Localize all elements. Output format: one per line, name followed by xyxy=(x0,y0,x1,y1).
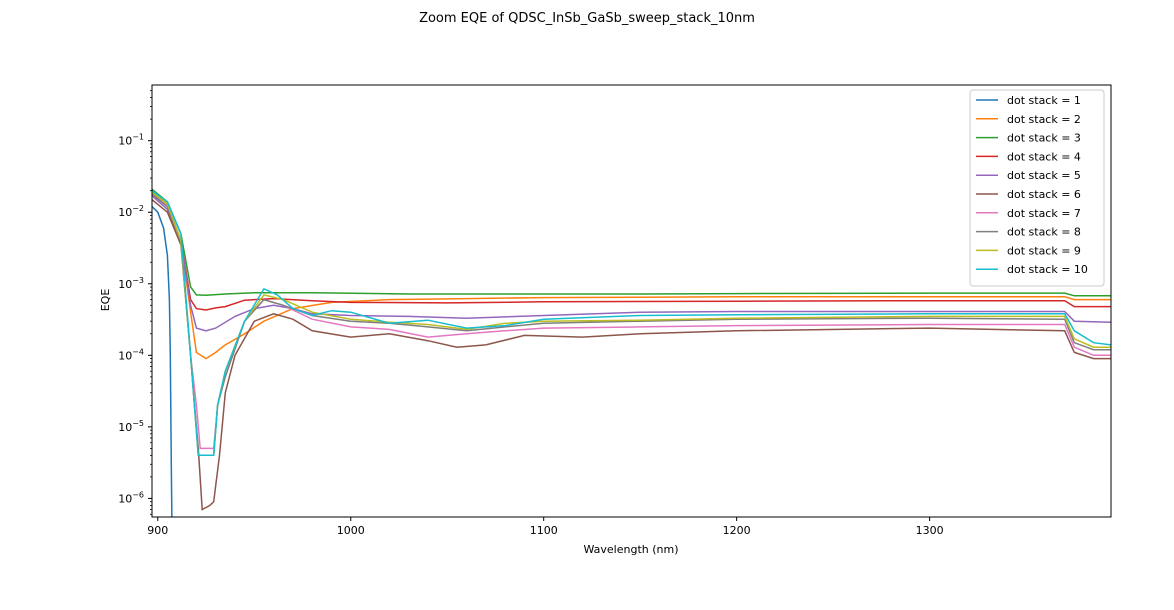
legend-frame xyxy=(969,89,1105,287)
legend-label: dot stack = 6 xyxy=(1007,188,1081,201)
series-line-1 xyxy=(152,206,173,517)
plot-frame xyxy=(151,84,1112,518)
series-line-10 xyxy=(152,190,1111,457)
y-tick-label: 10−6 xyxy=(118,490,144,505)
plot-area xyxy=(151,84,1112,518)
y-tick-label: 10−4 xyxy=(118,347,144,362)
x-tick-label: 1000 xyxy=(337,524,365,537)
legend-label: dot stack = 9 xyxy=(1007,244,1081,257)
chart-title: Zoom EQE of QDSC_InSb_GaSb_sweep_stack_1… xyxy=(419,11,755,26)
y-axis: 10−6 10−5 10−4 10−3 10−2 10−1 xyxy=(118,90,152,515)
x-tick-label: 1200 xyxy=(723,524,751,537)
legend-label: dot stack = 7 xyxy=(1007,207,1081,220)
series-line-7 xyxy=(152,191,1111,450)
y-tick-label: 10−5 xyxy=(118,419,144,434)
series-line-5 xyxy=(152,195,1111,332)
y-axis-label: EQE xyxy=(99,289,112,312)
x-tick-label: 1100 xyxy=(530,524,558,537)
y-tick-label: 10−3 xyxy=(118,276,144,291)
legend-label: dot stack = 10 xyxy=(1007,263,1088,276)
legend-label: dot stack = 8 xyxy=(1007,226,1081,239)
x-axis: 900 1000 1100 1200 1300 xyxy=(147,517,944,537)
y-tick-label: 10−2 xyxy=(118,204,144,219)
legend-label: dot stack = 2 xyxy=(1007,113,1081,126)
series-group xyxy=(152,188,1111,517)
legend: dot stack = 1 dot stack = 2 dot stack = 3 d… xyxy=(969,89,1105,287)
series-line-4 xyxy=(152,193,1111,311)
series-line-6 xyxy=(152,199,1111,511)
series-line-2 xyxy=(152,190,1111,360)
x-axis-label: Wavelength (nm) xyxy=(583,543,678,556)
legend-label: dot stack = 5 xyxy=(1007,169,1081,182)
series-line-3 xyxy=(152,188,1111,297)
legend-label: dot stack = 1 xyxy=(1007,94,1081,107)
legend-label: dot stack = 3 xyxy=(1007,132,1081,145)
x-tick-label: 900 xyxy=(147,524,168,537)
x-tick-label: 1300 xyxy=(916,524,944,537)
legend-label: dot stack = 4 xyxy=(1007,150,1081,163)
y-tick-label: 10−1 xyxy=(118,133,144,148)
